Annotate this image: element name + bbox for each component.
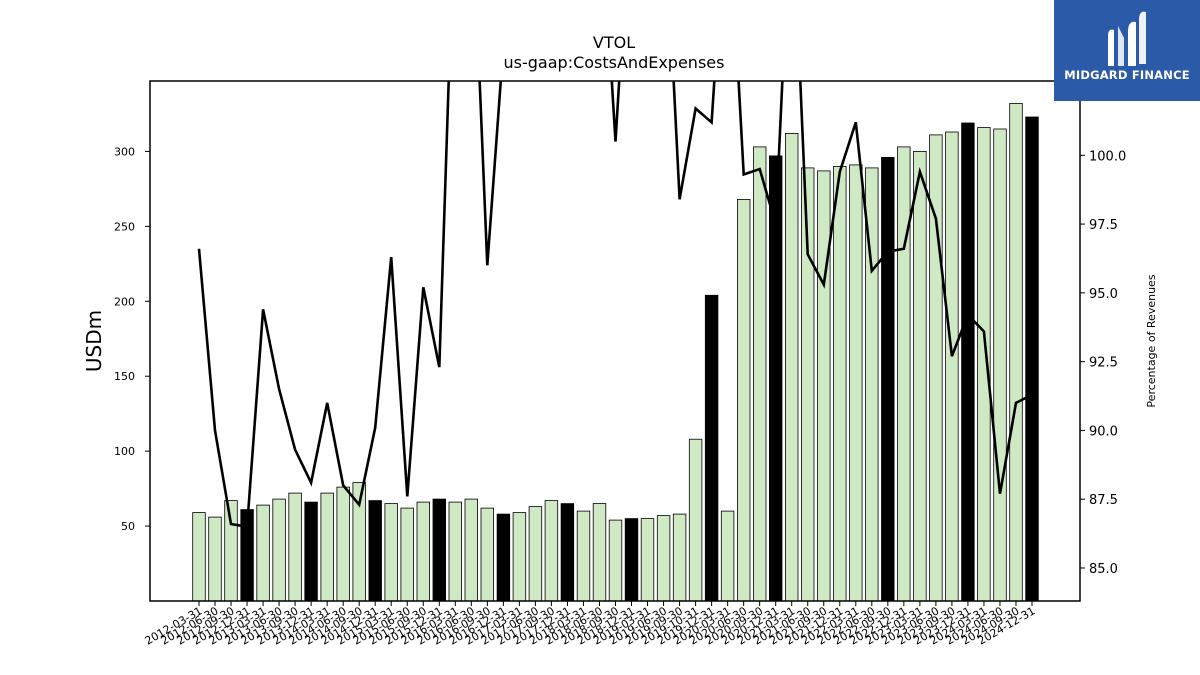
brand-logo: MIDGARD FINANCE [1054, 0, 1200, 101]
bar-2018-09-30 [608, 519, 623, 602]
bar-2014-06-30 [336, 486, 350, 602]
chart-subtitle: us-gaap:CostsAndExpenses [504, 53, 725, 72]
bars-group [192, 103, 1039, 602]
bar-2024-12-31 [1025, 116, 1039, 602]
y-right-tick-label: 85.0 [1089, 562, 1118, 577]
bar-2017-03-31 [512, 512, 527, 602]
y-axis-label-right: Percentage of Revenues [1145, 274, 1158, 407]
bar-2012-06-30 [208, 516, 222, 602]
logo-text: MIDGARD FINANCE [1064, 68, 1190, 82]
bar-2012-09-30 [224, 500, 238, 602]
bar-2022-12-31 [897, 146, 911, 602]
bar-2019-09-30 [672, 513, 687, 602]
bar-2014-12-31 [368, 500, 382, 602]
y-right-tick-label: 100.0 [1089, 149, 1126, 164]
y-right-tick-label: 97.5 [1089, 218, 1118, 233]
bar-2023-03-31 [913, 150, 927, 602]
bar-2019-03-31 [640, 518, 655, 602]
bar-2018-06-30 [592, 503, 607, 602]
axes-group: 50 100 150 200 250 300 85.0 87.5 90.0 92.5 95.0 97.… [114, 80, 1126, 648]
bar-2019-10-31 [688, 438, 703, 602]
bar-2019-06-30 [656, 515, 671, 602]
y-axis-label: USDm [82, 310, 106, 372]
bar-2013-06-30 [272, 498, 286, 602]
bar-2020-03-31 [720, 510, 735, 602]
bar-2022-03-31 [849, 164, 863, 602]
bar-2020-09-30 [753, 146, 767, 602]
line-series-percent-of-revenues [197, 81, 1033, 529]
bar-2015-03-31 [384, 503, 398, 602]
bar-2012-03-31 [192, 512, 206, 602]
y-right-tick-label: 92.5 [1089, 356, 1118, 371]
bar-2018-03-31 [576, 510, 591, 602]
bar-2015-06-30 [400, 507, 414, 602]
bar-2022-09-30 [881, 156, 895, 602]
bar-2021-03-31 [785, 132, 799, 602]
bar-2016-12-31 [496, 513, 511, 602]
bar-2021-12-31 [833, 165, 847, 602]
bar-2016-09-30 [480, 507, 495, 602]
bar-2020-06-30 [737, 198, 751, 602]
bar-2023-12-31 [961, 122, 975, 602]
y-right-tick-label: 87.5 [1089, 493, 1118, 508]
y-tick-label: 250 [114, 220, 135, 233]
chart-title: VTOL [593, 33, 635, 52]
bar-2015-09-30 [416, 501, 431, 602]
bar-2016-03-31 [448, 501, 463, 602]
y-tick-label: 50 [121, 520, 135, 533]
y-tick-label: 150 [114, 370, 135, 383]
y-right-tick-label: 90.0 [1089, 424, 1118, 439]
bar-2013-09-30 [288, 492, 302, 602]
bar-2014-03-31 [320, 492, 334, 602]
bar-2016-06-30 [464, 498, 479, 602]
bar-2024-09-30 [1009, 103, 1023, 602]
bar-2019-12-31 [704, 294, 719, 602]
bar-2023-09-30 [945, 131, 959, 602]
y-right-tick-label: 95.0 [1089, 287, 1118, 302]
bar-2024-06-30 [993, 128, 1007, 602]
bar-2017-12-31 [560, 503, 575, 602]
y-tick-label: 200 [114, 295, 135, 308]
logo-mark-icon [1108, 11, 1146, 67]
bar-2013-03-31 [256, 504, 270, 602]
bar-2013-12-31 [304, 501, 318, 602]
y-tick-label: 100 [114, 445, 135, 458]
bar-2017-06-30 [528, 506, 543, 602]
bar-2018-12-31 [624, 518, 639, 602]
line-group [197, 81, 1033, 529]
bar-2015-12-31 [432, 498, 447, 602]
y-tick-label: 300 [114, 145, 135, 158]
bar-2017-09-30 [544, 500, 559, 602]
bar-2021-09-30 [817, 170, 831, 602]
